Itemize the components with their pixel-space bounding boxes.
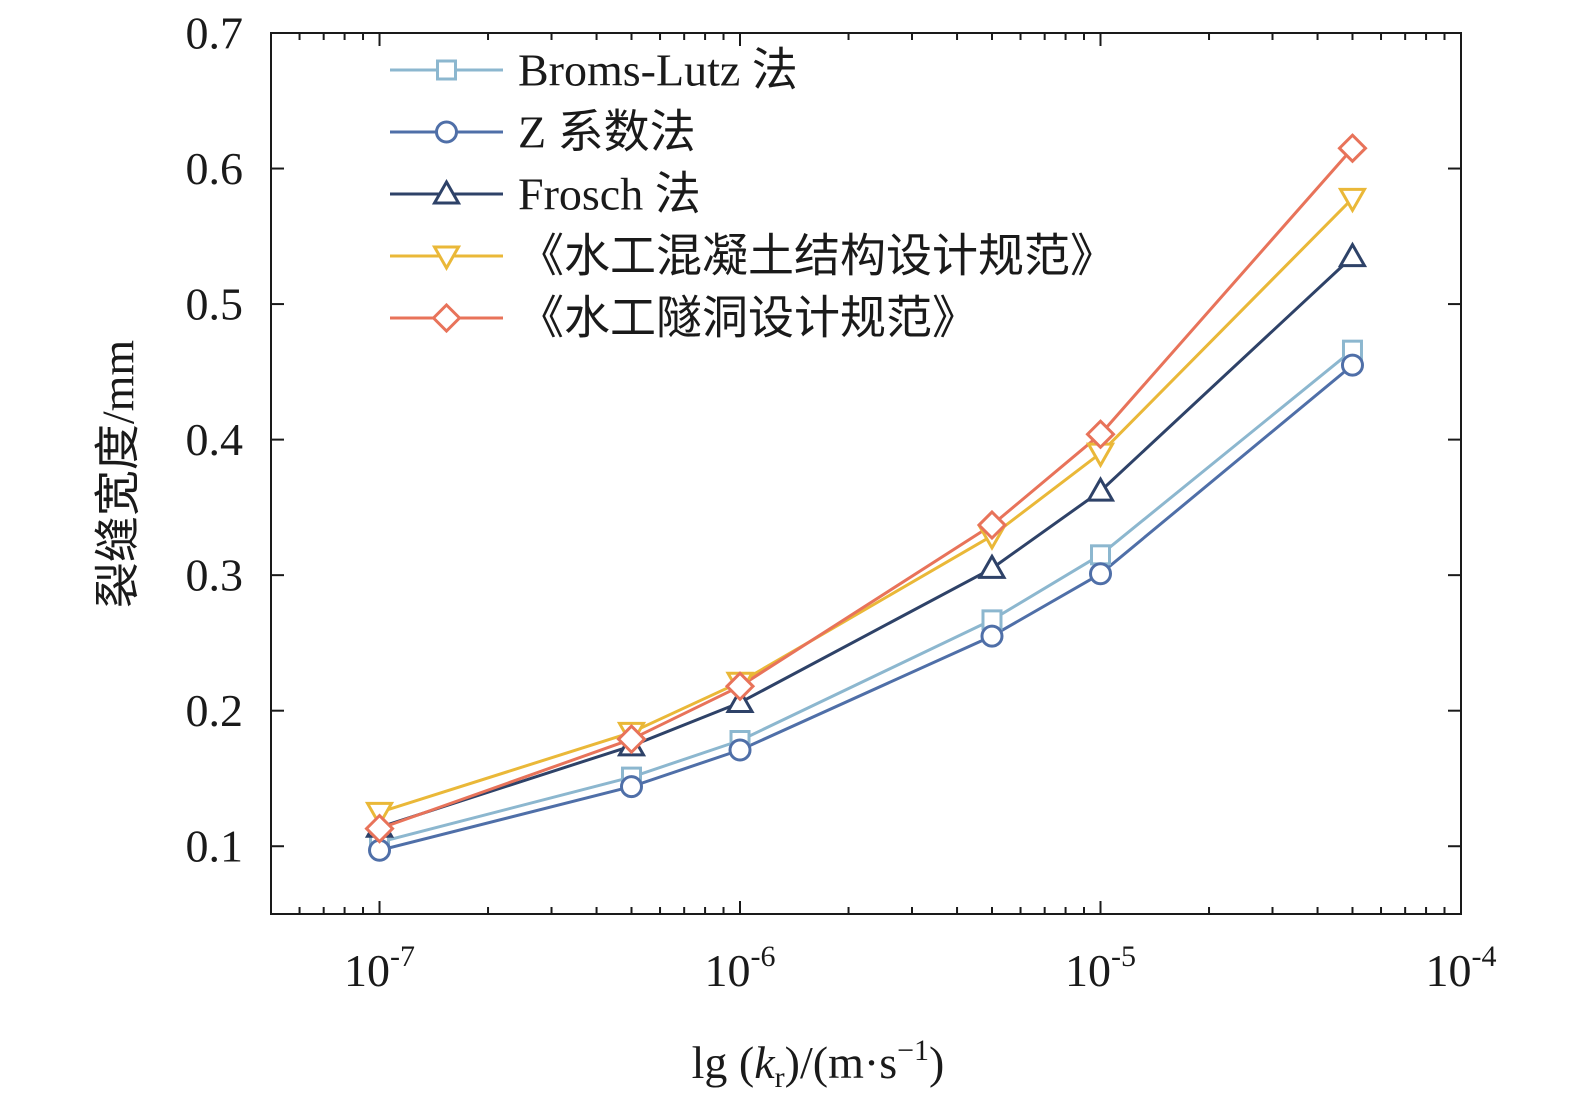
- x-axis-title-prefix: lg (: [692, 1037, 755, 1088]
- x-axis-title-subscript: r: [775, 1061, 785, 1094]
- y-tick-label: 0.4: [186, 414, 244, 465]
- y-tick-label: 0.2: [186, 685, 244, 736]
- legend-label: 《水工混凝土结构设计规范》: [518, 231, 1116, 282]
- legend-marker-triangle-down: [431, 245, 462, 272]
- data-point-circle: [1340, 353, 1364, 377]
- series-line-2: [379, 255, 1354, 829]
- x-tick-base: 10: [1426, 945, 1472, 996]
- y-tick-label: 0.5: [186, 279, 244, 330]
- x-tick-exponent: -6: [751, 940, 776, 973]
- y-tick-labels: 0.1 0.2 0.3 0.4 0.5 0.6 0.7: [186, 8, 244, 872]
- series-lines: [378, 147, 1354, 852]
- data-point-circle: [728, 738, 752, 762]
- x-tick-base: 10: [344, 945, 390, 996]
- x-tick-labels: 10-7 10-6 10-5 10-4: [344, 940, 1496, 996]
- legend-marker-circle: [435, 120, 458, 144]
- x-tick-base: 10: [1065, 945, 1111, 996]
- x-axis-title: lg (kr)/(m·s−1): [692, 1034, 945, 1094]
- axis-ticks: [270, 32, 1462, 914]
- series-line-4: [378, 147, 1354, 831]
- x-tick-label: 10-4: [1426, 940, 1497, 996]
- data-point-diamond: [976, 509, 1008, 541]
- data-point-diamond: [724, 671, 756, 702]
- x-axis-title-middle: )/(m·s: [785, 1037, 897, 1088]
- x-tick-label: 10-5: [1065, 940, 1136, 996]
- data-point-diamond: [364, 813, 395, 844]
- data-point-triangle-up: [1085, 476, 1116, 502]
- legend-label: Broms-Lutz 法: [518, 45, 798, 96]
- data-point-circle: [980, 624, 1004, 648]
- data-point-triangle-up: [977, 553, 1007, 579]
- legend-label: 《水工隧洞设计规范》: [518, 293, 978, 344]
- x-axis-title-suffix: ): [929, 1037, 944, 1088]
- x-tick-exponent: -7: [390, 940, 415, 973]
- data-point-circle: [619, 775, 643, 799]
- legend-marker-square: [436, 59, 457, 81]
- y-tick-label: 0.1: [186, 821, 244, 872]
- legend-marker-diamond: [431, 302, 462, 334]
- data-point-square: [1090, 544, 1112, 566]
- x-tick-exponent: -4: [1472, 940, 1497, 973]
- x-tick-label: 10-6: [705, 940, 776, 996]
- legend: Broms-Lutz 法 Z 系数法 Frosch 法《水工混凝土结构设计规范》《水…: [390, 45, 1116, 344]
- legend-label: Z 系数法: [518, 107, 696, 158]
- series-markers: [364, 133, 1368, 862]
- data-point-circle: [1089, 562, 1113, 586]
- series-line-1: [379, 363, 1354, 852]
- y-axis-title: 裂缝宽度/mm: [93, 340, 144, 609]
- data-point-diamond: [1337, 133, 1368, 164]
- x-tick-label: 10-7: [344, 940, 415, 996]
- y-tick-label: 0.3: [186, 550, 244, 601]
- plot-frame: [270, 32, 1462, 915]
- x-axis-title-superscript: −1: [897, 1034, 929, 1067]
- data-point-triangle-up: [1337, 241, 1368, 268]
- y-tick-label: 0.6: [186, 143, 244, 194]
- x-tick-base: 10: [705, 945, 751, 996]
- data-point-triangle-down: [1337, 187, 1368, 214]
- x-axis-title-variable: k: [754, 1037, 776, 1088]
- data-point-diamond: [616, 724, 647, 755]
- y-tick-label: 0.7: [186, 8, 244, 59]
- series-line-0: [379, 349, 1354, 844]
- x-tick-exponent: -5: [1111, 940, 1136, 973]
- legend-marker-triangle-up: [431, 178, 462, 205]
- data-point-diamond: [1085, 419, 1116, 450]
- legend-label: Frosch 法: [518, 169, 701, 220]
- series-line-3: [379, 197, 1354, 814]
